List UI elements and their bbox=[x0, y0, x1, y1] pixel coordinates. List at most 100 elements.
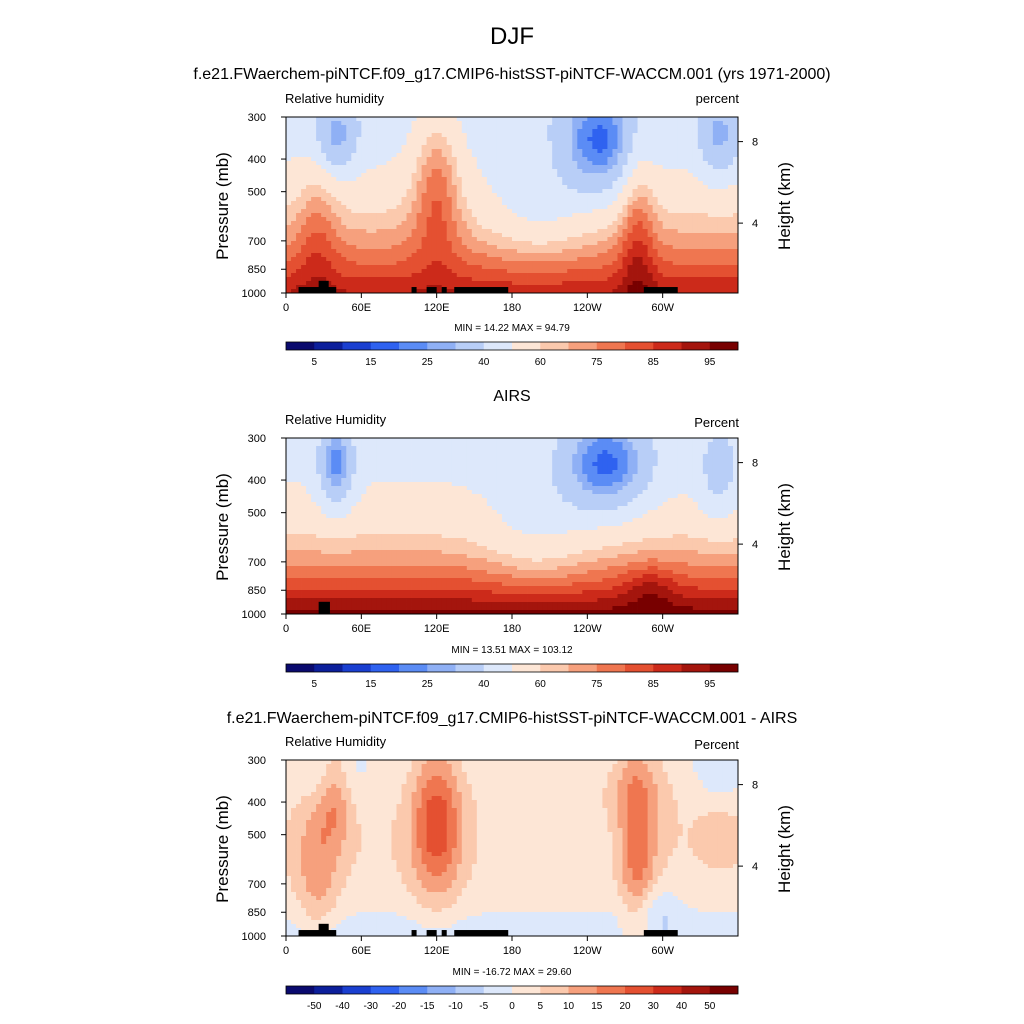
field-cell bbox=[301, 265, 307, 270]
field-cell bbox=[652, 221, 659, 226]
field-cell bbox=[637, 466, 643, 471]
field-cell bbox=[306, 249, 312, 254]
field-cell bbox=[311, 462, 317, 467]
field-cell bbox=[537, 229, 543, 234]
field-cell bbox=[692, 265, 699, 270]
field-cell bbox=[351, 205, 357, 210]
field-cell bbox=[416, 129, 422, 134]
field-cell bbox=[501, 281, 508, 286]
field-cell bbox=[732, 189, 739, 194]
field-cell bbox=[411, 225, 417, 230]
field-cell bbox=[687, 253, 694, 258]
field-cell bbox=[371, 201, 377, 206]
field-cell bbox=[321, 253, 327, 258]
field-cell bbox=[712, 121, 719, 126]
field-cell bbox=[557, 197, 563, 202]
field-cell bbox=[416, 249, 422, 254]
field-cell bbox=[406, 253, 412, 258]
field-cell bbox=[612, 177, 618, 182]
field-cell bbox=[501, 450, 508, 455]
field-cell bbox=[441, 265, 448, 270]
field-cell bbox=[471, 446, 478, 451]
field-cell bbox=[401, 237, 407, 242]
field-cell bbox=[291, 177, 297, 182]
field-cell bbox=[512, 458, 518, 463]
field-cell bbox=[341, 197, 347, 202]
field-cell bbox=[436, 209, 443, 214]
field-cell bbox=[697, 249, 704, 254]
field-cell bbox=[562, 133, 568, 138]
field-cell bbox=[506, 438, 513, 443]
field-cell bbox=[697, 133, 704, 138]
field-cell bbox=[612, 273, 618, 278]
field-cell bbox=[381, 213, 387, 218]
field-cell bbox=[612, 253, 618, 258]
field-cell bbox=[522, 173, 528, 178]
field-cell bbox=[306, 185, 312, 190]
field-cell bbox=[607, 173, 613, 178]
field-cell bbox=[496, 141, 503, 146]
field-cell bbox=[697, 257, 704, 262]
field-cell bbox=[501, 205, 508, 210]
field-cell bbox=[602, 193, 608, 198]
field-cell bbox=[622, 257, 628, 262]
panel-title: AIRS bbox=[493, 388, 530, 405]
field-cell bbox=[376, 442, 382, 447]
field-cell bbox=[712, 446, 719, 451]
field-cell bbox=[627, 454, 633, 459]
field-cell bbox=[481, 125, 488, 130]
field-cell bbox=[356, 273, 362, 278]
field-cell bbox=[301, 245, 307, 250]
field-cell bbox=[592, 438, 598, 443]
field-cell bbox=[421, 205, 428, 210]
field-cell bbox=[712, 289, 719, 294]
field-cell bbox=[602, 137, 608, 142]
field-cell bbox=[537, 165, 543, 170]
field-cell bbox=[501, 466, 508, 471]
field-cell bbox=[486, 193, 493, 198]
field-cell bbox=[306, 237, 312, 242]
field-cell bbox=[537, 145, 543, 150]
field-cell bbox=[461, 273, 468, 278]
field-cell bbox=[496, 133, 503, 138]
field-cell bbox=[617, 221, 623, 226]
field-cell bbox=[371, 145, 377, 150]
field-cell bbox=[707, 462, 714, 467]
field-cell bbox=[602, 285, 608, 290]
field-cell bbox=[622, 285, 628, 290]
y-tick-label: 1000 bbox=[242, 288, 266, 300]
field-cell bbox=[351, 454, 357, 459]
field-cell bbox=[702, 454, 709, 459]
field-cell bbox=[712, 233, 719, 238]
field-cell bbox=[522, 133, 528, 138]
field-cell bbox=[351, 269, 357, 274]
field-cell bbox=[647, 233, 654, 238]
field-cell bbox=[637, 277, 643, 282]
field-cell bbox=[296, 446, 302, 451]
field-cell bbox=[627, 133, 633, 138]
colorbar-label: 95 bbox=[704, 357, 716, 368]
field-cell bbox=[311, 277, 317, 282]
field-cell bbox=[552, 478, 558, 483]
field-cell bbox=[491, 442, 498, 447]
field-cell bbox=[552, 145, 558, 150]
field-cell bbox=[446, 133, 453, 138]
field-cell bbox=[732, 442, 739, 447]
field-cell bbox=[376, 161, 382, 166]
field-cell bbox=[416, 237, 422, 242]
field-cell bbox=[476, 466, 483, 471]
field-cell bbox=[582, 446, 588, 451]
field-cell bbox=[572, 225, 578, 230]
field-cell bbox=[612, 466, 618, 471]
field-cell bbox=[562, 273, 568, 278]
field-cell bbox=[672, 458, 679, 463]
field-cell bbox=[446, 141, 453, 146]
field-cell bbox=[296, 245, 302, 250]
field-cell bbox=[672, 277, 679, 282]
field-cell bbox=[732, 446, 739, 451]
field-cell bbox=[607, 458, 613, 463]
field-cell bbox=[607, 446, 613, 451]
field-cell bbox=[682, 213, 689, 218]
field-cell bbox=[491, 133, 498, 138]
field-cell bbox=[381, 241, 387, 246]
